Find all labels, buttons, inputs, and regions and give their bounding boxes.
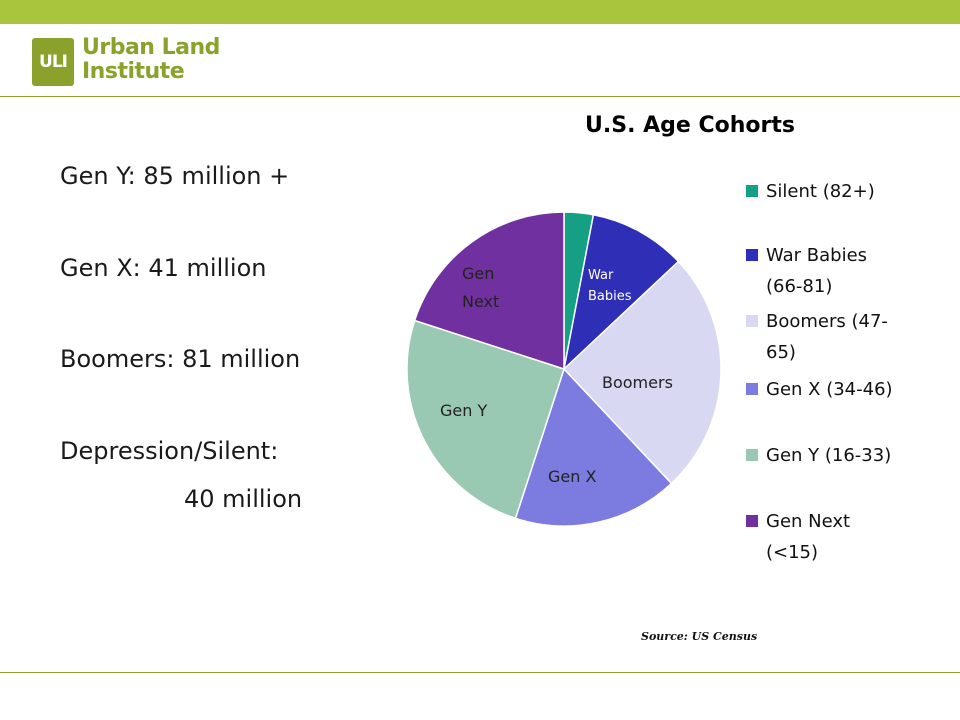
top-accent-bar [0,0,960,24]
stat-silent-label: Depression/Silent: [60,437,279,465]
legend-swatch-0 [746,185,758,197]
pie-slice-3 [514,367,673,527]
pie-slice-2 [562,260,722,485]
chart-title: U.S. Age Cohorts [585,113,795,138]
pie-slice-5 [413,211,565,371]
logo-wordmark: Urban Land Institute [82,36,222,84]
stat-silent-value: 40 million [184,485,303,513]
legend-swatch-3 [746,383,758,395]
legend-swatch-4 [746,449,758,461]
source-note: Source: US Census [641,630,758,643]
legend-label-2: Boomers (47-65) [766,311,888,363]
logo-line-2: Institute [82,59,185,84]
stat-boomers: Boomers: 81 million [60,345,301,373]
uli-logo: ULI Urban Land Institute [32,36,220,86]
pie-label-2: Boomers [602,373,673,392]
stat-gen-x: Gen X: 41 million [60,254,267,282]
pie-slice-1 [562,213,680,372]
legend-swatch-1 [746,249,758,261]
header-divider [0,96,960,97]
legend-swatch-2 [746,315,758,327]
pie-label-1: War Babies [588,268,632,304]
legend-label-5: Gen Next (<15) [766,511,850,563]
logo-mark: ULI [32,38,74,86]
pie-label-5: Gen Next [462,264,499,311]
pie-label-4: Gen Y [440,401,487,420]
legend-swatch-5 [746,515,758,527]
legend-label-0: Silent (82+) [766,181,875,202]
pie-label-3: Gen X [548,467,596,486]
legend-label-1: War Babies (66-81) [766,245,867,297]
pie-slice-4 [406,319,565,520]
legend-label-4: Gen Y (16-33) [766,445,891,466]
stat-gen-y: Gen Y: 85 million + [60,162,290,190]
logo-line-1: Urban Land [82,35,220,60]
legend-label-3: Gen X (34-46) [766,379,893,400]
footer-divider [0,672,960,673]
